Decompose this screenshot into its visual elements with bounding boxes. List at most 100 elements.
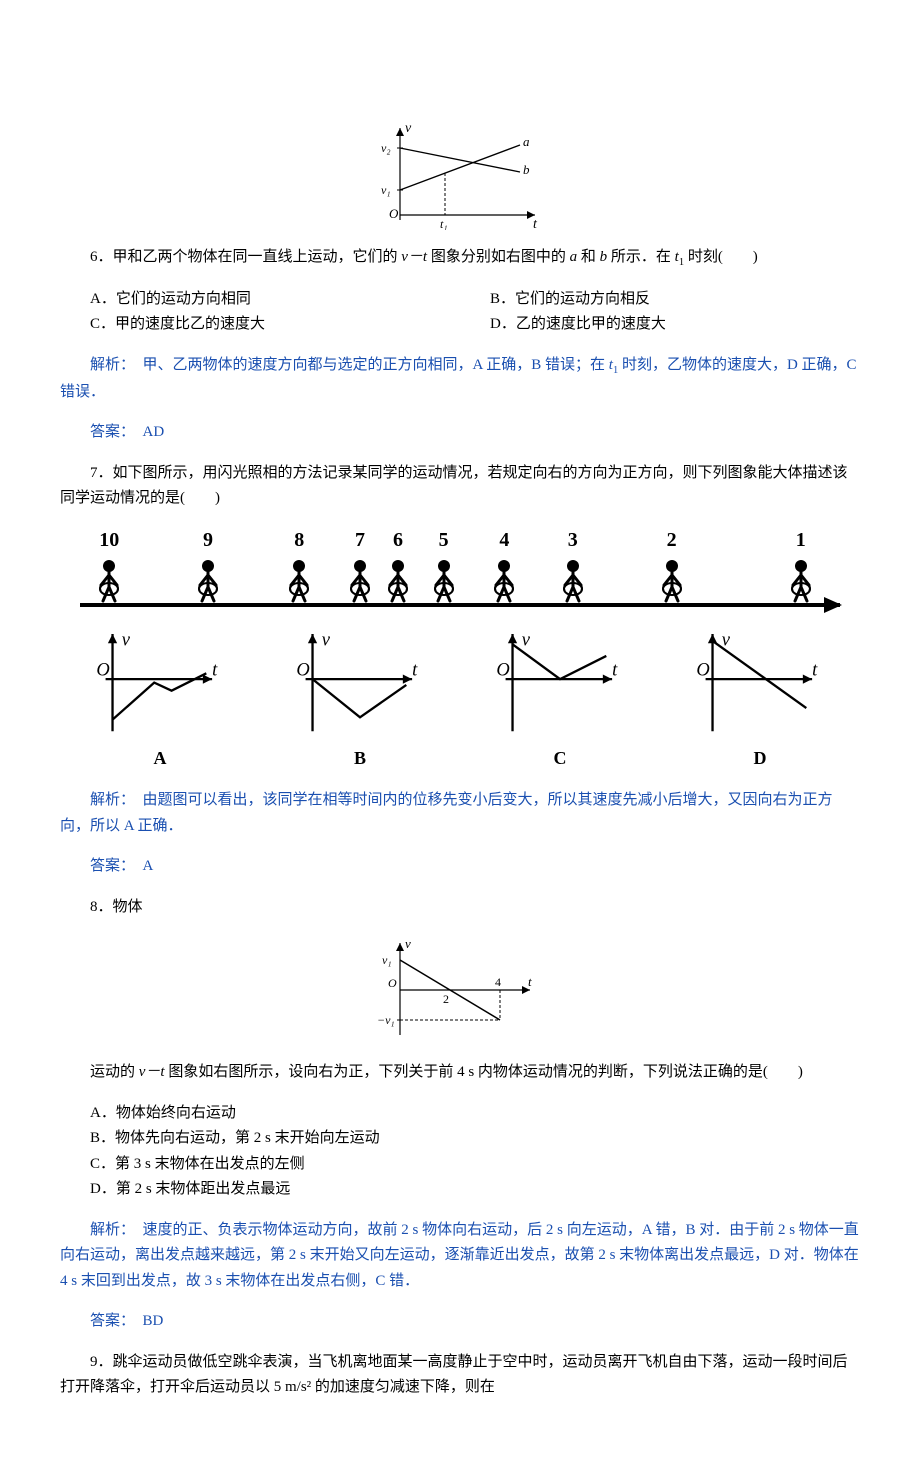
q7-option-graphs: O v t A O v t B O v t C — [60, 627, 860, 774]
q6-options: A．它们的运动方向相同 B．它们的运动方向相反 C．甲的速度比乙的速度大 D．乙… — [60, 287, 860, 338]
strobe-number: 4 — [490, 523, 518, 557]
q7-stem: 7．如下图所示，用闪光照相的方法记录某同学的运动情况，若规定向右的方向为正方向，… — [60, 461, 860, 512]
q7-answer-line: 答案： A — [60, 854, 860, 880]
strobe-number: 1 — [787, 523, 815, 557]
svg-text:O: O — [96, 659, 109, 680]
q7-analysis: 解析： 由题图可以看出，该同学在相等时间内的位移先变小后变大，所以其速度先减小后… — [60, 788, 860, 839]
q6-optB: B．它们的运动方向相反 — [460, 287, 860, 313]
svg-text:a: a — [523, 134, 530, 149]
q7-label-C: C — [485, 743, 635, 774]
q8-figure: t v O v₁ −v₁ 2 4 — [60, 935, 860, 1045]
svg-text:v: v — [405, 121, 412, 136]
q7-label-A: A — [85, 743, 235, 774]
q6-optD: D．乙的速度比甲的速度大 — [460, 312, 860, 338]
svg-text:t: t — [528, 974, 532, 989]
analysis-label: 解析： — [90, 792, 143, 808]
q6-a: a — [570, 249, 578, 265]
answer-label: 答案： — [90, 858, 143, 874]
q6-post: 所示．在 — [607, 249, 675, 265]
svg-text:O: O — [388, 976, 397, 990]
svg-text:t: t — [612, 659, 618, 680]
strobe-number: 5 — [430, 523, 458, 557]
q8-analysis: 解析： 速度的正、负表示物体运动方向，故前 2 s 物体向右运动，后 2 s 向… — [60, 1218, 860, 1295]
q7-label-B: B — [285, 743, 435, 774]
svg-text:t: t — [533, 217, 538, 230]
svg-text:b: b — [523, 162, 530, 177]
q6-end: 时刻( ) — [684, 249, 758, 265]
q6-stem: 6．甲和乙两个物体在同一直线上运动，它们的 v－t 图象分别如右图中的 a 和 … — [60, 245, 860, 272]
svg-text:v₂: v₂ — [381, 141, 391, 155]
strobe-number: 6 — [384, 523, 412, 557]
strobe-number: 3 — [559, 523, 587, 557]
strobe-person: 10 — [95, 523, 123, 603]
svg-text:v₁: v₁ — [381, 183, 391, 197]
q8-analysis-text: 速度的正、负表示物体运动方向，故前 2 s 物体向右运动，后 2 s 向左运动，… — [60, 1222, 859, 1289]
q9-stem: 9．跳伞运动员做低空跳伞表演，当飞机离地面某一高度静止于空中时，运动员离开飞机自… — [60, 1350, 860, 1401]
q8-intro: 8．物体 — [60, 895, 860, 921]
answer-label: 答案： — [90, 1313, 143, 1329]
q6-answer: AD — [143, 424, 165, 440]
svg-text:2: 2 — [443, 992, 449, 1006]
q8-optA: A．物体始终向右运动 — [60, 1101, 860, 1127]
svg-text:O: O — [496, 659, 509, 680]
q7-analysis-text: 由题图可以看出，该同学在相等时间内的位移先变小后变大，所以其速度先减小后增大，又… — [60, 792, 833, 834]
q6-stem-mid: 图象分别如右图中的 — [427, 249, 570, 265]
q8-answer: BD — [143, 1313, 164, 1329]
q8-options: A．物体始终向右运动 B．物体先向右运动，第 2 s 末开始向左运动 C．第 3… — [60, 1101, 860, 1203]
strobe-person: 4 — [490, 523, 518, 603]
strobe-person: 1 — [787, 523, 815, 603]
svg-text:v: v — [522, 629, 531, 650]
strobe-person: 7 — [346, 523, 374, 603]
analysis-label: 解析： — [90, 357, 143, 373]
q7-graph-A: O v t A — [85, 627, 235, 774]
svg-text:−v₁: −v₁ — [377, 1013, 395, 1027]
q6-analysis-p1: 甲、乙两物体的速度方向都与选定的正方向相同，A 正确，B 错误；在 — [143, 357, 609, 373]
strobe-number: 2 — [658, 523, 686, 557]
svg-text:4: 4 — [495, 975, 501, 989]
svg-text:v: v — [122, 629, 131, 650]
analysis-label: 解析： — [90, 1222, 143, 1238]
svg-text:v: v — [405, 936, 411, 951]
q6-answer-line: 答案： AD — [60, 420, 860, 446]
strobe-arrow-right — [824, 597, 842, 613]
svg-text:O: O — [296, 659, 309, 680]
q8-optD: D．第 2 s 末物体距出发点最远 — [60, 1177, 860, 1203]
strobe-number: 8 — [285, 523, 313, 557]
strobe-number: 10 — [95, 523, 123, 557]
strobe-person: 3 — [559, 523, 587, 603]
svg-text:t: t — [812, 659, 818, 680]
q7-graph-C: O v t C — [485, 627, 635, 774]
svg-text:t: t — [412, 659, 418, 680]
strobe-number: 7 — [346, 523, 374, 557]
strobe-person: 6 — [384, 523, 412, 603]
q7-answer: A — [143, 858, 154, 874]
q6-optA: A．它们的运动方向相同 — [60, 287, 460, 313]
q7-strobe-figure: 10 9 8 7 6 5 4 3 2 1 — [80, 527, 840, 617]
strobe-person: 5 — [430, 523, 458, 603]
q6-b: b — [600, 249, 608, 265]
answer-label: 答案： — [90, 424, 143, 440]
q8-vt: v－t — [139, 1064, 165, 1080]
q8-stem-pre: 运动的 — [90, 1064, 139, 1080]
strobe-person: 2 — [658, 523, 686, 603]
q6-vt: v－t — [401, 249, 427, 265]
q6-vt-graph: t v O a b v₁ v₂ t₁ — [375, 120, 545, 230]
q6-and: 和 — [577, 249, 600, 265]
q7-graph-D: O v t D — [685, 627, 835, 774]
q8-answer-line: 答案： BD — [60, 1309, 860, 1335]
q8-optB: B．物体先向右运动，第 2 s 末开始向左运动 — [60, 1126, 860, 1152]
svg-text:t: t — [212, 659, 218, 680]
strobe-number: 9 — [194, 523, 222, 557]
strobe-person: 9 — [194, 523, 222, 603]
svg-text:O: O — [389, 206, 399, 221]
svg-text:v: v — [322, 629, 331, 650]
q8-stem: 运动的 v－t 图象如右图所示，设向右为正，下列关于前 4 s 内物体运动情况的… — [60, 1060, 860, 1086]
strobe-baseline — [80, 603, 840, 607]
svg-text:v₁: v₁ — [382, 953, 392, 967]
strobe-person: 8 — [285, 523, 313, 603]
q6-figure: t v O a b v₁ v₂ t₁ — [60, 120, 860, 230]
q8-vt-graph: t v O v₁ −v₁ 2 4 — [375, 935, 545, 1045]
svg-text:t₁: t₁ — [440, 217, 448, 230]
q7-label-D: D — [685, 743, 835, 774]
q6-analysis: 解析： 甲、乙两物体的速度方向都与选定的正方向相同，A 正确，B 错误；在 t1… — [60, 353, 860, 405]
